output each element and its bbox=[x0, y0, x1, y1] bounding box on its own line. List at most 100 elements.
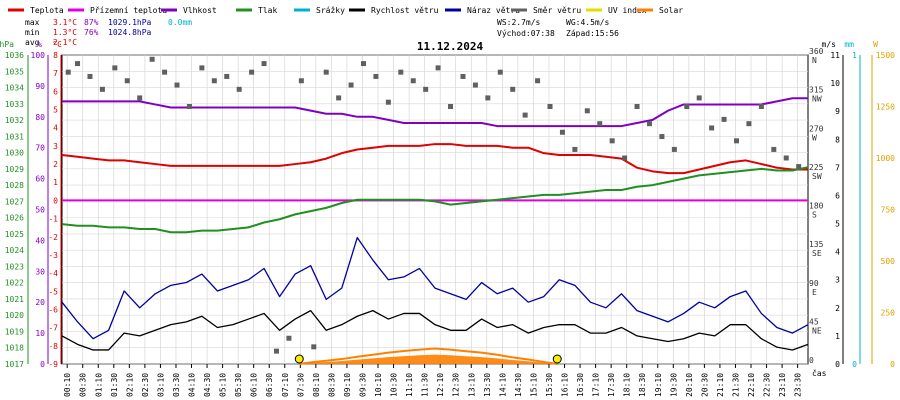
chart-title: 11.12.2024 bbox=[417, 40, 484, 53]
axis-pressure-tick: 1036 bbox=[5, 51, 24, 60]
axis-pressure-tick: 1029 bbox=[5, 165, 24, 174]
wind-direction-point bbox=[721, 116, 727, 122]
sun-marker bbox=[294, 354, 304, 364]
x-tick-label: 20:30 bbox=[700, 373, 709, 397]
stats-temp: 3.1°C bbox=[53, 18, 77, 27]
wind-direction-point bbox=[75, 61, 81, 67]
stats-row-label: max bbox=[25, 18, 40, 27]
axis-temperature-tick: 5 bbox=[53, 106, 58, 115]
axis-pressure-tick: 1035 bbox=[5, 67, 24, 76]
x-tick-label: 00:10 bbox=[63, 373, 72, 397]
wind-direction-point bbox=[448, 104, 454, 109]
wind-direction-point bbox=[622, 155, 628, 161]
axis-rain-tick: 0 bbox=[852, 360, 857, 369]
legend-label: Přízemní teplota bbox=[90, 6, 167, 15]
stats-humidity: 76% bbox=[84, 28, 99, 37]
wind-direction-point bbox=[671, 146, 677, 152]
stats-sunrise: Východ:07:38 bbox=[497, 29, 555, 38]
x-tick-label: 04:30 bbox=[203, 373, 212, 397]
axis-temperature-tick: -6 bbox=[48, 305, 58, 314]
x-tick-label: 02:10 bbox=[125, 373, 134, 397]
x-tick-label: 03:30 bbox=[172, 373, 181, 397]
wind-direction-point bbox=[634, 104, 640, 109]
x-tick-label: 06:30 bbox=[265, 373, 274, 397]
x-tick-label: 05:30 bbox=[234, 373, 243, 397]
axis-wind-dir-tick: 90 bbox=[809, 279, 819, 288]
axis-temperature-tick: 6 bbox=[53, 87, 58, 96]
axis-pressure-tick: 1028 bbox=[5, 181, 24, 190]
wind-direction-point bbox=[99, 86, 105, 92]
wind-direction-point bbox=[112, 65, 118, 71]
chart-legend: Teplota Přízemní teplota Vlhkost Tlak Srážky… bbox=[8, 6, 683, 15]
x-tick-label: 13:30 bbox=[483, 373, 492, 397]
legend-label: Solar bbox=[659, 6, 683, 15]
x-tick-label: 04:10 bbox=[188, 373, 197, 397]
wind-direction-point bbox=[572, 146, 578, 152]
series-line-teplota bbox=[61, 143, 808, 175]
axis-pressure-tick: 1024 bbox=[5, 246, 24, 255]
axis-humidity-tick: 100 bbox=[31, 51, 46, 60]
axis-temperature-tick: 0 bbox=[53, 196, 58, 205]
axis-solar-unit: W bbox=[873, 40, 878, 49]
axis-pressure-tick: 1018 bbox=[5, 344, 24, 353]
axis-temperature-tick: -1 bbox=[48, 215, 58, 224]
wind-direction-point bbox=[659, 134, 665, 140]
stats-row-label: avg bbox=[25, 38, 40, 47]
axis-pressure-tick: 1017 bbox=[5, 360, 24, 369]
axis-pressure-tick: 1019 bbox=[5, 327, 24, 336]
legend-label: Rychlost větru bbox=[371, 6, 439, 15]
wind-direction-point bbox=[709, 125, 715, 131]
axis-temperature-tick: -3 bbox=[48, 251, 58, 260]
wind-direction-point bbox=[273, 348, 279, 354]
axis-solar-tick: 1000 bbox=[876, 154, 895, 163]
axis-wind-speed-tick: 4 bbox=[835, 248, 840, 257]
x-tick-label: 12:30 bbox=[452, 373, 461, 397]
series-line-rychlost-větru bbox=[61, 309, 809, 351]
wind-direction-point bbox=[734, 138, 740, 144]
axis-wind-speed-tick: 0 bbox=[835, 360, 840, 369]
stats-pressure: 1029.1hPa bbox=[108, 18, 152, 27]
wind-direction-point bbox=[771, 146, 777, 152]
axis-wind-speed-tick: 9 bbox=[835, 107, 840, 116]
wind-direction-point bbox=[510, 86, 516, 92]
wind-direction-point bbox=[224, 73, 230, 79]
wind-direction-point bbox=[149, 56, 155, 62]
series-line-vlhkost bbox=[62, 97, 808, 128]
axis-temperature-tick: 2 bbox=[53, 160, 58, 169]
axis-wind-speed-tick: 1 bbox=[835, 332, 840, 341]
axis-humidity-tick: 70 bbox=[35, 144, 45, 153]
x-tick-label: 10:10 bbox=[374, 373, 383, 397]
stats-wind-speed: WS:2.7m/s bbox=[497, 18, 541, 27]
axis-solar-tick: 1250 bbox=[876, 103, 895, 112]
wind-direction-point bbox=[684, 104, 690, 109]
wind-direction-point bbox=[373, 73, 379, 79]
x-tick-label: 09:10 bbox=[343, 373, 352, 397]
stats-panel: max 3.1°C 87% 1029.1hPa 0.0mm min 1.3°C 76% 1024… bbox=[25, 18, 619, 47]
x-tick-label: 12:10 bbox=[436, 373, 445, 397]
axis-rain-tick: 1 bbox=[852, 51, 857, 60]
wind-direction-point bbox=[124, 78, 130, 84]
axis-wind-dir-tick: 225 bbox=[809, 163, 824, 172]
wind-direction-point bbox=[236, 86, 242, 92]
x-tick-label: 18:10 bbox=[623, 373, 632, 397]
x-tick-label: 13:10 bbox=[467, 373, 476, 397]
axis-humidity-tick: 0 bbox=[40, 360, 45, 369]
wind-direction-point bbox=[796, 164, 802, 170]
axis-humidity-tick: 80 bbox=[35, 113, 45, 122]
x-tick-label: 19:10 bbox=[654, 373, 663, 397]
wind-direction-point bbox=[286, 335, 292, 341]
x-tick-label: 15:30 bbox=[545, 373, 554, 397]
x-tick-label: 02:30 bbox=[141, 373, 150, 397]
x-tick-label: 20:10 bbox=[685, 373, 694, 397]
x-tick-label: 15:10 bbox=[529, 373, 538, 397]
axis-wind-dir-tick: 135 bbox=[809, 240, 824, 249]
x-tick-label: 21:10 bbox=[716, 373, 725, 397]
x-tick-label: 07:30 bbox=[296, 373, 305, 397]
axis-humidity-tick: 90 bbox=[35, 82, 45, 91]
wind-direction-point bbox=[336, 95, 342, 101]
axis-wind-speed-tick: 3 bbox=[835, 276, 840, 285]
axis-wind-dir-tick: 0 bbox=[809, 356, 814, 365]
wind-direction-point bbox=[497, 69, 503, 75]
x-tick-label: 16:30 bbox=[576, 373, 585, 397]
